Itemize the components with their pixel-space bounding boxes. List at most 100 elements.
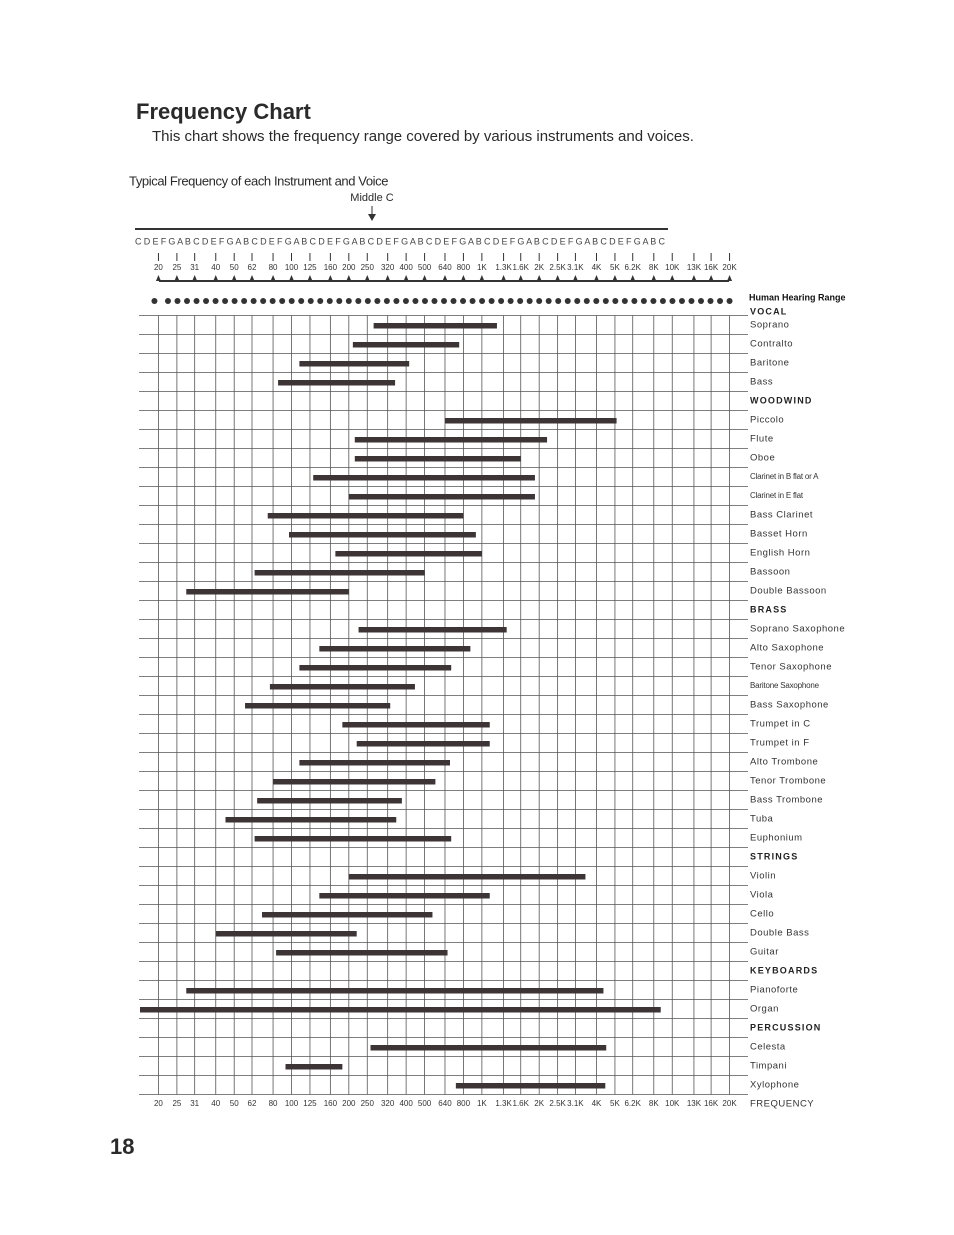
x-tick-label-top: 100 — [285, 263, 299, 272]
row-label: Baritone Saxophone — [750, 681, 820, 690]
ruler-tick — [727, 275, 733, 281]
hearing-dot — [279, 298, 286, 304]
range-bar — [254, 836, 452, 842]
hearing-dot — [469, 298, 476, 304]
range-bar — [269, 684, 415, 690]
row-label: Tuba — [750, 814, 774, 825]
row-label: Double Bass — [750, 928, 809, 939]
x-tick-label: 2K — [534, 1099, 544, 1108]
range-bar — [354, 437, 548, 443]
row-label: Bassoon — [750, 567, 790, 578]
chart-title: Typical Frequency of each Instrument and… — [129, 173, 388, 188]
note-scale: C D E F G A B C D E F G A B C D E F G A … — [135, 236, 666, 246]
hearing-dot — [612, 298, 619, 304]
row-label: English Horn — [750, 548, 810, 559]
row-label: Soprano Saxophone — [750, 624, 845, 635]
hearing-dot — [231, 298, 238, 304]
ruler-tick — [630, 275, 636, 281]
ruler-tick — [192, 275, 198, 281]
hearing-range-label: Human Hearing Range — [749, 292, 846, 302]
range-bar — [288, 532, 476, 538]
row-label: Bass Clarinet — [750, 510, 813, 521]
hearing-dot — [184, 298, 191, 304]
range-bar — [313, 475, 535, 481]
x-tick-label-top: 320 — [381, 263, 395, 272]
x-tick-label-top: 80 — [269, 263, 278, 272]
range-bar — [299, 760, 450, 766]
hearing-dot — [536, 298, 543, 304]
row-label: Guitar — [750, 947, 779, 958]
hearing-dot — [174, 298, 181, 304]
hearing-dot — [441, 298, 447, 304]
x-tick-label: 125 — [303, 1099, 317, 1108]
hearing-dot — [593, 298, 600, 304]
row-label: Tenor Trombone — [750, 776, 826, 787]
row-label: Violin — [750, 871, 776, 882]
hearing-dot — [621, 298, 628, 304]
hearing-dot — [688, 298, 695, 304]
ruler-tick — [422, 275, 428, 281]
ruler-tick — [270, 275, 276, 281]
ruler-tick — [460, 275, 466, 281]
x-tick-label-top: 2.5K — [549, 263, 566, 272]
x-tick-label: 160 — [324, 1099, 338, 1108]
row-label: Trumpet in C — [750, 719, 811, 730]
page-number: 18 — [110, 1134, 134, 1159]
hearing-dot — [269, 298, 276, 304]
x-tick-label: 400 — [399, 1099, 413, 1108]
hearing-dot — [678, 298, 685, 304]
x-tick-label: 20K — [722, 1099, 737, 1108]
ruler-tick — [249, 275, 255, 281]
row-label: Bass — [750, 377, 773, 388]
row-label: Flute — [750, 434, 774, 445]
hearing-dot — [479, 298, 486, 304]
hearing-dot — [298, 298, 305, 304]
ruler-tick — [479, 275, 485, 281]
x-tick-label-top: 62 — [248, 263, 257, 272]
hearing-dot — [383, 298, 390, 304]
hearing-dot — [151, 298, 158, 304]
x-tick-label-top: 25 — [172, 263, 181, 272]
ruler-tick — [572, 275, 578, 281]
range-bar — [245, 703, 391, 709]
row-label: Baritone — [750, 358, 789, 369]
range-bar — [267, 513, 464, 519]
ruler-tick — [364, 275, 370, 281]
ruler-tick — [155, 275, 161, 281]
x-tick-label-top: 800 — [457, 263, 471, 272]
ruler-tick — [346, 275, 352, 281]
x-tick-label: 25 — [172, 1099, 181, 1108]
ruler-tick — [691, 275, 697, 281]
range-bar — [299, 665, 452, 671]
x-tick-label: 5K — [610, 1099, 620, 1108]
range-bar — [254, 570, 425, 576]
row-label: Celesta — [750, 1042, 786, 1053]
row-label: Trumpet in F — [750, 738, 810, 749]
range-bar — [335, 551, 482, 557]
x-tick-label: 250 — [361, 1099, 375, 1108]
range-bar — [373, 323, 497, 329]
hearing-dot — [393, 298, 400, 304]
ruler-tick — [669, 275, 675, 281]
x-tick-label: 62 — [248, 1099, 257, 1108]
row-label: Xylophone — [750, 1080, 799, 1091]
hearing-dot — [412, 298, 419, 304]
row-label: Tenor Saxophone — [750, 662, 832, 673]
x-tick-label-top: 8K — [649, 263, 659, 272]
range-bar — [276, 950, 448, 956]
ruler-tick — [174, 275, 180, 281]
ruler-tick — [536, 275, 542, 281]
range-bar — [186, 988, 604, 994]
ruler-tick — [442, 275, 448, 281]
ruler-tick — [593, 275, 599, 281]
x-tick-label-top: 1K — [477, 263, 487, 272]
x-tick-label-top: 250 — [361, 263, 375, 272]
range-bar — [356, 741, 490, 747]
range-bar — [352, 342, 460, 348]
range-bar — [273, 779, 436, 785]
ruler-tick — [651, 275, 657, 281]
row-label: Basset Horn — [750, 529, 808, 540]
x-tick-label-top: 4K — [592, 263, 602, 272]
row-label: Alto Saxophone — [750, 643, 824, 654]
range-bar — [262, 912, 433, 918]
